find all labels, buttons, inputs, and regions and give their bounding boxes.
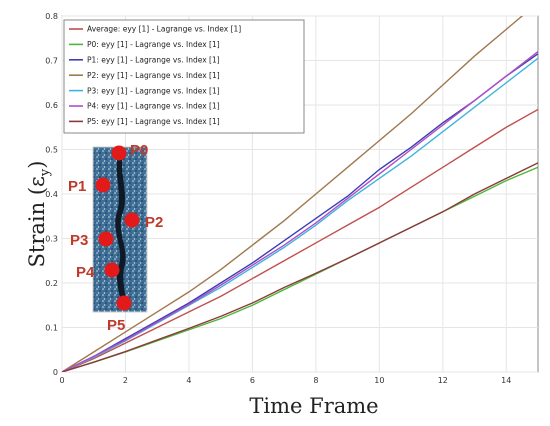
series-lines — [62, 16, 538, 372]
x-tick-label: 0 — [59, 376, 64, 385]
marker-dot-p0 — [111, 145, 127, 161]
marker-dot-p1 — [95, 177, 111, 193]
marker-label-p2: P2 — [145, 214, 163, 231]
x-tick-label: 2 — [123, 376, 128, 385]
y-tick-label: 0.7 — [45, 57, 58, 66]
series-line-2 — [62, 53, 538, 372]
specimen-inset — [92, 146, 148, 313]
series-line-4 — [62, 57, 538, 372]
x-tick-label: 4 — [186, 376, 191, 385]
inset-markers: P0 P1 P2 P3 P4 P5 — [68, 142, 163, 334]
marker-dot-p3 — [98, 231, 114, 247]
marker-label-p5: P5 — [107, 317, 125, 334]
y-tick-label: 0 — [53, 368, 58, 377]
y-tick-label: 0.6 — [45, 101, 58, 110]
y-axis-title: Strain (εy) — [25, 161, 53, 268]
marker-dot-p2 — [124, 212, 140, 228]
y-tick-label: 0.8 — [45, 12, 58, 21]
x-tick-label: 10 — [374, 376, 384, 385]
x-axis-title: Time Frame — [249, 394, 378, 418]
legend-label-1: P0: eyy [1] - Lagrange vs. Index [1] — [87, 40, 220, 49]
legend-box — [63, 19, 305, 134]
y-tick-label: 0.2 — [45, 279, 58, 288]
series-line-3 — [62, 16, 524, 372]
legend-label-2: P1: eyy [1] - Lagrange vs. Index [1] — [87, 56, 220, 65]
y-tick-label: 0.4 — [45, 190, 58, 199]
legend-label-4: P3: eyy [1] - Lagrange vs. Index [1] — [87, 86, 220, 95]
svg-text:Strain (εy): Strain (εy) — [25, 161, 53, 268]
marker-dot-p5 — [116, 295, 132, 311]
y-axis-title-close: ) — [25, 161, 49, 169]
x-tick-labels: 0 2 4 6 8 10 12 14 — [59, 376, 511, 385]
x-tick-label: 6 — [250, 376, 255, 385]
y-tick-label: 0.1 — [45, 324, 58, 333]
marker-label-p4: P4 — [76, 264, 95, 281]
marker-label-p0: P0 — [130, 142, 148, 159]
legend-label-3: P2: eyy [1] - Lagrange vs. Index [1] — [87, 71, 220, 80]
legend: Average: eyy [1] - Lagrange vs. Index [1… — [63, 19, 305, 134]
y-axis-title-sub: y — [38, 168, 53, 177]
series-line-5 — [62, 51, 538, 372]
marker-label-p1: P1 — [68, 178, 86, 195]
y-axis-title-main: Strain (ε — [25, 176, 49, 267]
y-tick-label: 0.3 — [45, 235, 58, 244]
y-tick-labels: 0 0.1 0.2 0.3 0.4 0.5 0.6 0.7 0.8 — [45, 12, 58, 377]
x-tick-label: 8 — [313, 376, 318, 385]
legend-label-6: P5: eyy [1] - Lagrange vs. Index [1] — [87, 117, 220, 126]
x-tick-label: 12 — [438, 376, 448, 385]
series-line-0 — [62, 108, 538, 372]
legend-label-0: Average: eyy [1] - Lagrange vs. Index [1… — [87, 25, 241, 34]
series-line-6 — [62, 162, 538, 372]
marker-label-p3: P3 — [70, 232, 88, 249]
marker-dot-p4 — [104, 262, 120, 278]
legend-label-5: P4: eyy [1] - Lagrange vs. Index [1] — [87, 102, 220, 111]
y-tick-label: 0.5 — [45, 146, 58, 155]
x-tick-label: 14 — [501, 376, 511, 385]
